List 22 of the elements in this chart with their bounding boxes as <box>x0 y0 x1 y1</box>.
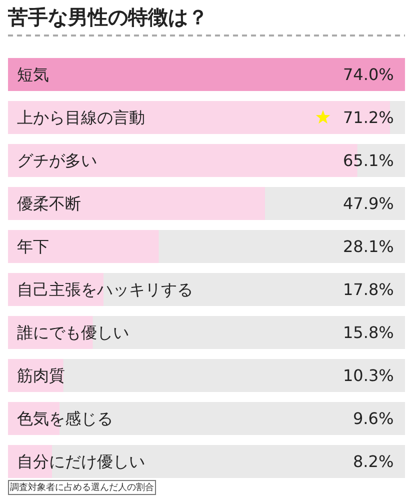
y-tick-label: グチが多い <box>17 151 97 170</box>
y-tick-label: 優柔不断 <box>17 194 81 214</box>
y-tick-label: 色気を感じる <box>17 409 113 428</box>
y-tick-label: 年下 <box>17 237 49 256</box>
y-tick-label: 筋肉質 <box>17 366 65 386</box>
data-label: 28.1% <box>343 237 394 256</box>
y-tick-label: 自分にだけ優しい <box>17 452 145 472</box>
data-label: 47.9% <box>343 194 394 213</box>
data-label: 15.8% <box>343 323 394 342</box>
data-label: 17.8% <box>343 280 394 299</box>
data-label: 9.6% <box>353 409 394 428</box>
data-label: 10.3% <box>343 366 394 385</box>
y-tick-label: 自己主張をハッキリする <box>17 280 193 300</box>
data-label: 65.1% <box>343 151 394 170</box>
data-label: 74.0% <box>343 65 394 84</box>
y-tick-label: 上から目線の言動 <box>17 108 145 128</box>
data-label: 8.2% <box>353 452 394 471</box>
annotation: 調査対象者に占める選んだ人の割合 <box>10 482 154 493</box>
y-tick-label: 短気 <box>17 65 49 84</box>
y-tick-label: 誰にでも優しい <box>17 323 129 342</box>
data-label: 71.2% <box>343 108 394 127</box>
chart-title: 苦手な男性の特徴は？ <box>7 5 208 29</box>
